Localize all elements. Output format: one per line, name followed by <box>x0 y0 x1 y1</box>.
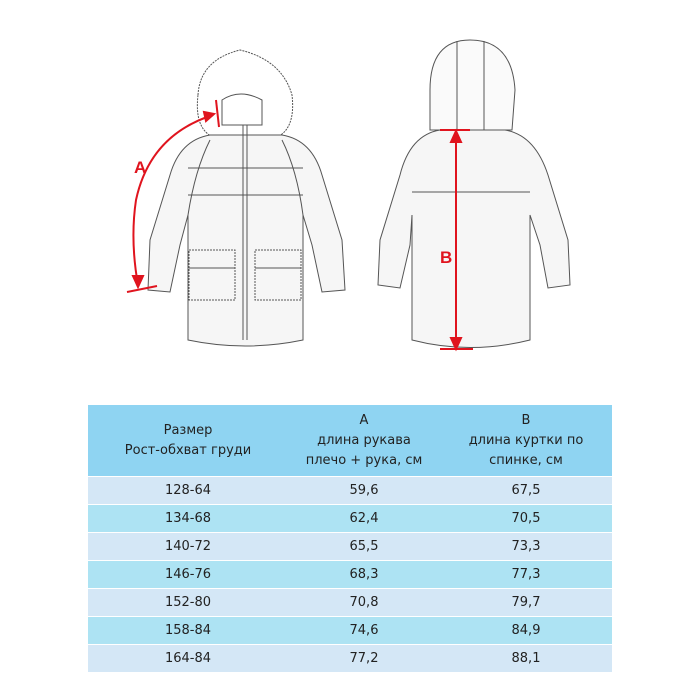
table-row: 158-84 74,6 84,9 <box>88 616 612 645</box>
table-row: 128-64 59,6 67,5 <box>88 476 612 505</box>
cell-size: 158-84 <box>88 616 288 645</box>
cell-b: 79,7 <box>440 588 612 617</box>
cell-a: 74,6 <box>288 616 440 645</box>
cell-a: 65,5 <box>288 532 440 561</box>
header-size-line2: Рост-обхват груди <box>124 442 252 458</box>
header-size: Размер Рост-обхват груди <box>88 405 288 477</box>
cell-b: 70,5 <box>440 504 612 533</box>
table-row: 146-76 68,3 77,3 <box>88 560 612 589</box>
table-row: 134-68 62,4 70,5 <box>88 504 612 533</box>
measure-a-arrow <box>126 99 220 293</box>
header-b: B длина куртки по спинке, см <box>440 405 612 477</box>
cell-b: 73,3 <box>440 532 612 561</box>
cell-size: 128-64 <box>88 476 288 505</box>
back-jacket-drawing <box>377 39 571 348</box>
cell-b: 84,9 <box>440 616 612 645</box>
header-b-line2: длина куртки по <box>468 432 584 448</box>
jacket-diagram <box>126 39 571 352</box>
cell-a: 77,2 <box>288 644 440 672</box>
cell-a: 62,4 <box>288 504 440 533</box>
header-a-line1: A <box>359 412 369 428</box>
cell-b: 88,1 <box>440 644 612 672</box>
header-a: A длина рукава плечо + рука, см <box>288 405 440 477</box>
cell-b: 67,5 <box>440 476 612 505</box>
table-row: 164-84 77,2 88,1 <box>88 644 612 672</box>
header-size-line1: Размер <box>163 422 213 438</box>
header-b-line3: спинке, см <box>489 452 563 468</box>
size-table: Размер Рост-обхват груди A длина рукава … <box>88 405 612 672</box>
cell-size: 140-72 <box>88 532 288 561</box>
measure-b-arrow <box>440 128 473 352</box>
header-a-line2: длина рукава <box>317 432 411 448</box>
cell-size: 152-80 <box>88 588 288 617</box>
cell-size: 164-84 <box>88 644 288 672</box>
cell-size: 146-76 <box>88 560 288 589</box>
label-a: A <box>134 158 147 177</box>
cell-b: 77,3 <box>440 560 612 589</box>
cell-size: 134-68 <box>88 504 288 533</box>
cell-a: 59,6 <box>288 476 440 505</box>
table-row: 140-72 65,5 73,3 <box>88 532 612 561</box>
front-jacket-drawing <box>147 49 346 347</box>
table-row: 152-80 70,8 79,7 <box>88 588 612 617</box>
label-b: B <box>440 248 453 267</box>
header-a-line3: плечо + рука, см <box>305 452 423 468</box>
table-header: Размер Рост-обхват груди A длина рукава … <box>88 405 612 477</box>
cell-a: 70,8 <box>288 588 440 617</box>
header-b-line1: B <box>521 412 531 428</box>
cell-a: 68,3 <box>288 560 440 589</box>
